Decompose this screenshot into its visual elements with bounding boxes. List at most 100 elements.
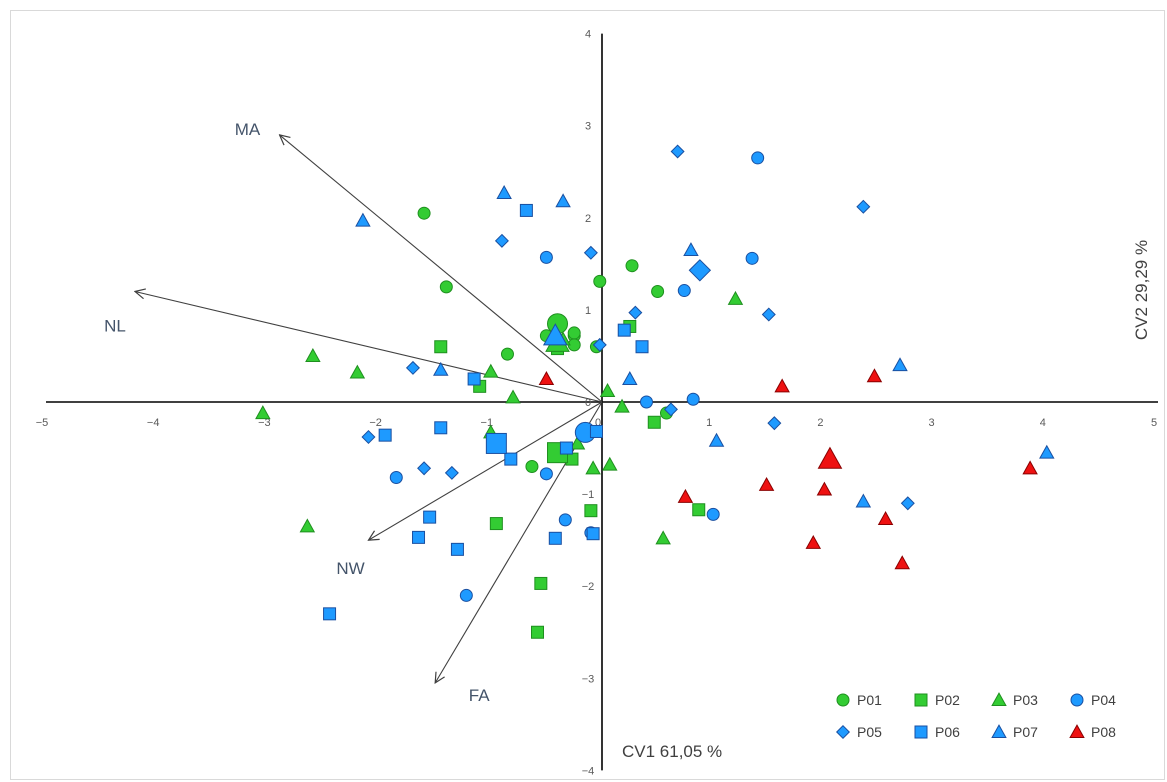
data-point: [855, 493, 872, 508]
legend-marker-p03: [991, 692, 1007, 707]
data-point: [758, 476, 775, 491]
legend-marker-p07: [991, 724, 1007, 739]
legend-label-p02: P02: [935, 692, 960, 708]
legend-label-p05: P05: [857, 724, 882, 740]
data-point: [593, 274, 607, 288]
vector-arrow-ma: [280, 135, 603, 403]
data-point: [677, 488, 694, 503]
data-point: [686, 392, 700, 406]
data-point: [622, 371, 638, 385]
x-tick-label: 4: [1040, 417, 1046, 429]
data-point: [494, 233, 509, 248]
data-point: [774, 378, 790, 393]
legend: P01 P02 P03 P04 P05 P06 P07 P08: [835, 692, 1116, 740]
data-point: [496, 185, 512, 199]
data-point: [583, 245, 598, 260]
x-tick-label: 0: [595, 417, 601, 429]
axes: −5 −4 −3 −2 −1 0 1 2 3 4 5 −4 −3 −2 −1 0 1 2 3 4: [36, 29, 1158, 777]
data-point: [467, 372, 481, 386]
data-point: [500, 347, 514, 361]
data-point: [417, 461, 432, 476]
data-point: [1022, 460, 1038, 475]
data-point: [651, 284, 665, 298]
legend-marker-p04: [1070, 693, 1084, 707]
data-point: [361, 429, 376, 445]
data-point: [639, 395, 653, 409]
data-point: [349, 364, 366, 379]
data-point: [585, 460, 601, 475]
data-point: [525, 459, 539, 473]
data-point: [459, 588, 473, 602]
data-point: [519, 203, 533, 217]
legend-label-p07: P07: [1013, 724, 1038, 740]
data-point: [706, 507, 720, 521]
legend-label-p08: P08: [1091, 724, 1116, 740]
x-tick-label: −4: [147, 417, 160, 429]
data-point: [614, 398, 630, 413]
data-point: [767, 416, 782, 431]
chart-frame: [10, 10, 1165, 780]
data-point: [567, 326, 581, 340]
series-p05: [361, 144, 915, 511]
data-point: [355, 212, 371, 227]
data-point: [628, 305, 643, 320]
y-tick-label: 2: [585, 213, 591, 225]
data-point: [625, 259, 639, 273]
data-point: [434, 340, 448, 354]
data-point: [439, 280, 453, 294]
data-point: [417, 206, 431, 220]
x-tick-label: −1: [481, 417, 494, 429]
vector-label-nl: NL: [104, 316, 126, 335]
data-point: [892, 357, 908, 372]
series-p07: [355, 185, 1055, 508]
legend-marker-p01: [836, 693, 850, 707]
data-point: [599, 383, 616, 397]
data-point: [635, 340, 649, 354]
y-tick-label: 1: [585, 305, 591, 317]
data-point: [433, 361, 449, 376]
data-point: [805, 534, 822, 549]
legend-marker-p02: [914, 693, 928, 707]
x-tick-label: 5: [1151, 417, 1157, 429]
data-point: [559, 441, 573, 455]
data-point: [602, 456, 618, 471]
data-point: [504, 452, 518, 466]
series-p08: [538, 368, 1038, 570]
y-tick-label: 0: [585, 397, 591, 409]
data-point: [584, 504, 598, 518]
data-point: [877, 511, 894, 525]
x-tick-label: −3: [258, 417, 271, 429]
vector-arrow-nl: [135, 291, 603, 403]
y-tick-label: −2: [582, 581, 595, 593]
data-point: [655, 530, 671, 545]
legend-marker-p06: [914, 725, 928, 739]
data-point: [483, 363, 499, 378]
data-point: [255, 405, 271, 420]
y-tick-label: −1: [582, 489, 595, 501]
data-point: [866, 368, 883, 383]
data-point: [617, 323, 631, 337]
y-tick-label: 4: [585, 29, 591, 41]
y-tick-label: −4: [582, 765, 595, 777]
data-point: [434, 421, 448, 435]
x-tick-label: 2: [817, 417, 823, 429]
centroid-point: [817, 446, 843, 469]
data-point: [539, 467, 553, 481]
data-point: [647, 415, 661, 429]
legend-label-p03: P03: [1013, 692, 1038, 708]
series-p02: [434, 319, 706, 639]
data-point: [677, 284, 691, 298]
legend-label-p01: P01: [857, 692, 882, 708]
data-point: [745, 251, 759, 265]
vector-label-fa: FA: [469, 686, 490, 705]
data-point: [589, 424, 603, 438]
data-point: [761, 307, 776, 322]
data-point: [663, 402, 678, 417]
series-p01: [417, 206, 673, 473]
legend-marker-p05: [835, 724, 851, 740]
data-point: [378, 428, 392, 442]
data-point: [405, 360, 420, 375]
data-point: [555, 193, 571, 208]
x-tick-label: 3: [929, 417, 935, 429]
